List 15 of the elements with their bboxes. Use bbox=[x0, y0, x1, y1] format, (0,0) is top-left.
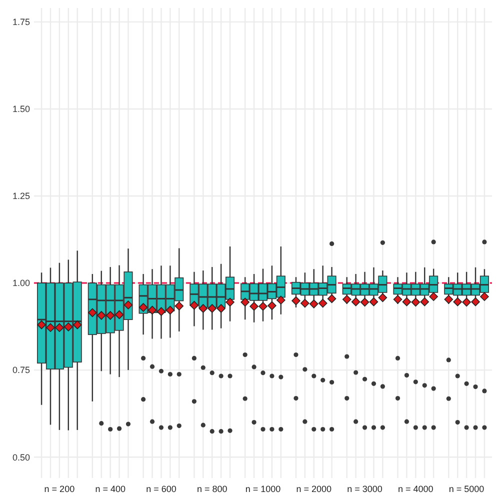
x-tick-label: n = 1000 bbox=[245, 484, 281, 494]
x-tick-label: n = 800 bbox=[196, 484, 228, 494]
y-tick-label: 1.00 bbox=[12, 278, 30, 288]
x-tick-label: n = 2000 bbox=[296, 484, 332, 494]
x-tick-label: n = 5000 bbox=[448, 484, 484, 494]
x-tick-label: n = 4000 bbox=[398, 484, 434, 494]
y-tick-label: 1.25 bbox=[12, 191, 30, 202]
x-tick-label: n = 400 bbox=[95, 484, 126, 494]
y-tick-label: 1.50 bbox=[12, 104, 30, 114]
x-tick-label: n = 200 bbox=[44, 484, 75, 494]
x-tick-label: n = 3000 bbox=[347, 484, 382, 494]
y-tick-label: 0.50 bbox=[12, 452, 30, 462]
y-tick-label: 0.75 bbox=[12, 365, 30, 376]
x-tick-label: n = 600 bbox=[146, 484, 176, 494]
y-tick-label: 1.75 bbox=[12, 17, 30, 28]
